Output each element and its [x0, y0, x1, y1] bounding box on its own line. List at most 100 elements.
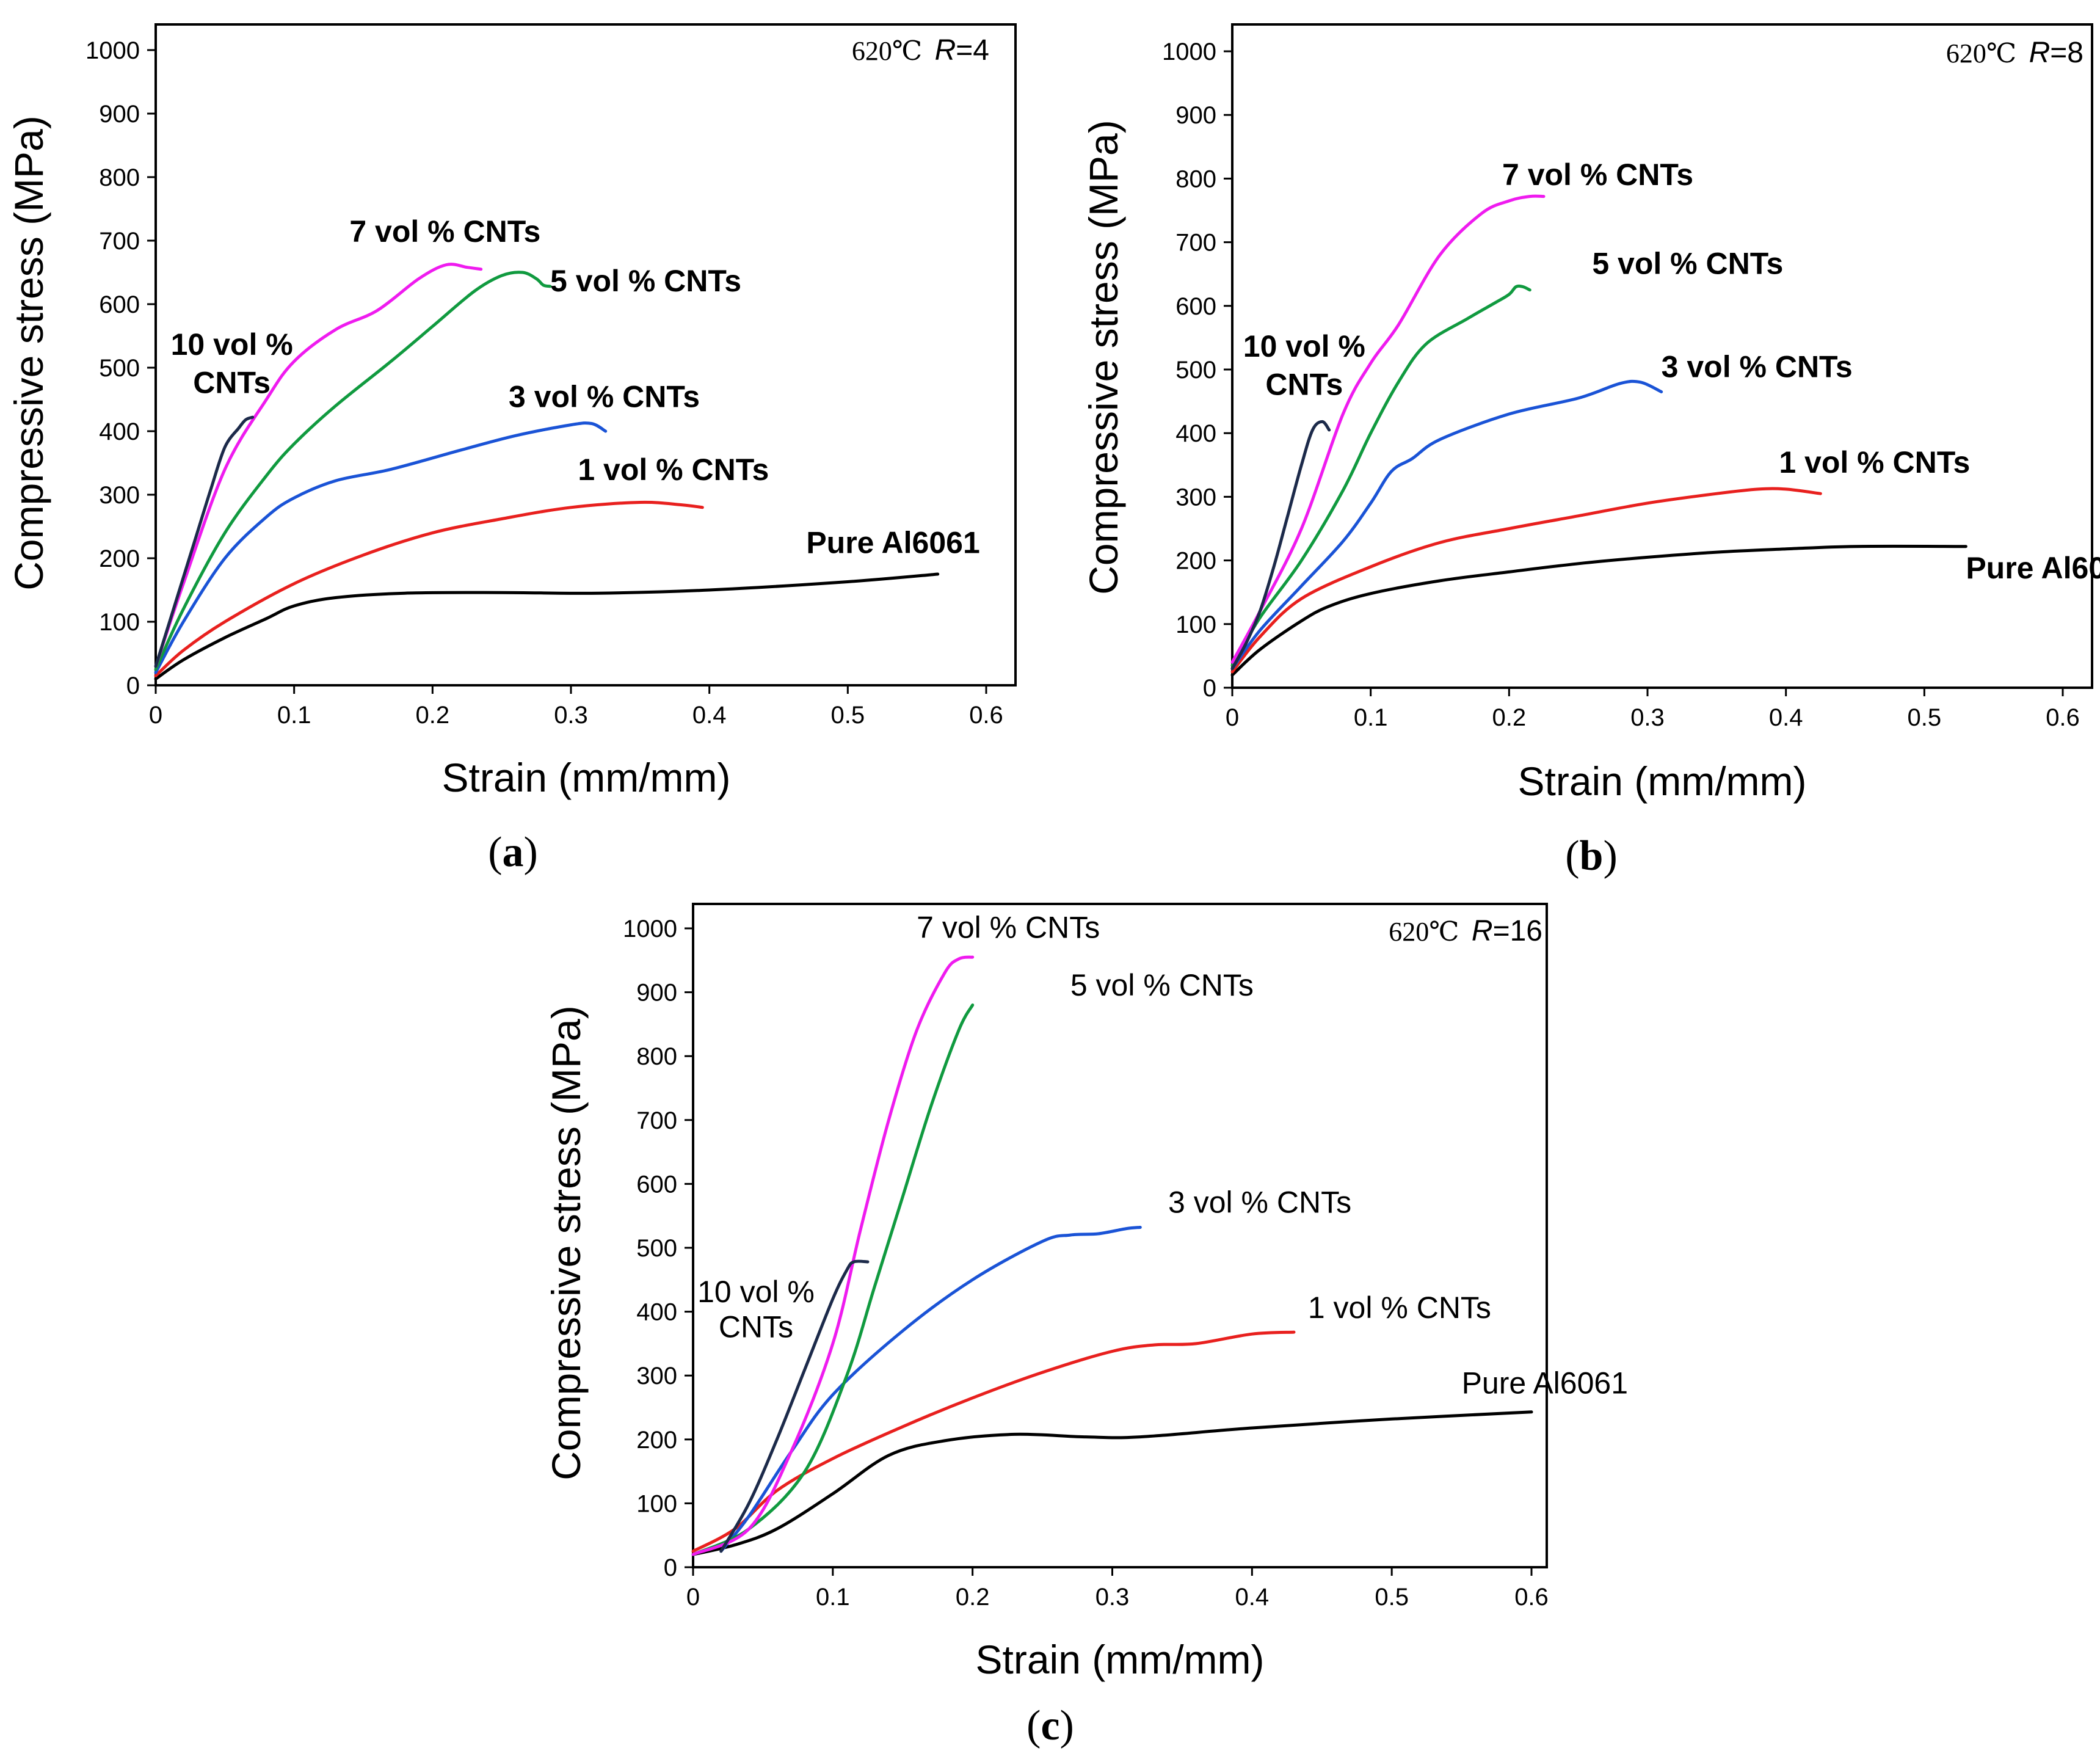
y-tick-label: 300 [1175, 484, 1216, 511]
series-line-7-vol-cnts [154, 263, 483, 668]
x-axis-title: Strain (mm/mm) [1518, 759, 1807, 804]
x-tick-label: 0 [686, 1584, 700, 1611]
panel-c: 0 0.1 0.2 0.3 0.4 0.5 0.6 0 100 200 300 400 500 600 7… [543, 903, 1628, 1749]
y-tick-label: 500 [99, 355, 140, 382]
y-tick-label: 400 [99, 418, 140, 445]
y-tick-label: 300 [636, 1363, 677, 1389]
series-line-3-vol-cnts [154, 421, 608, 674]
ratio-value: =4 [956, 34, 989, 67]
series-label-10-vol-line2: CNTs [1265, 368, 1343, 402]
y-tick-label: 900 [1175, 102, 1216, 129]
x-tick-label: 0.5 [1908, 704, 1942, 731]
y-tick-label: 600 [1175, 293, 1216, 320]
x-tick-label: 0.3 [554, 702, 588, 729]
temperature-label: 620℃ [852, 36, 922, 66]
y-tick-label: 1000 [623, 916, 677, 942]
y-tick-label: 700 [1175, 230, 1216, 257]
series-label-10-vol: 10 vol % [697, 1275, 815, 1309]
y-tick-label: 200 [99, 545, 140, 572]
x-axis: 0 0.1 0.2 0.3 0.4 0.5 0.6 [686, 1567, 1549, 1611]
series-label-1-vol-cnts: 1 vol % CNTs [1779, 445, 1970, 479]
series-line-10-vol [154, 415, 255, 668]
panel-label: (b) [1565, 832, 1618, 880]
y-tick-label: 200 [1175, 548, 1216, 575]
y-tick-label: 900 [99, 101, 140, 128]
y-tick-label: 800 [99, 164, 140, 191]
x-tick-label: 0.2 [416, 702, 450, 729]
series-layer: Pure Al6061 1 vol % CNTs 3 vol % CNTs 5 vol… [691, 911, 1628, 1556]
y-tick-label: 900 [636, 980, 677, 1007]
x-axis-title: Strain (mm/mm) [976, 1637, 1265, 1682]
temperature-label: 620℃ [1389, 917, 1459, 947]
ratio-value: =16 [1493, 915, 1542, 947]
series-label-10-vol: 10 vol % [171, 327, 293, 362]
y-tick-label: 1000 [1162, 38, 1216, 65]
y-tick-label: 400 [636, 1299, 677, 1326]
series-line-7-vol-cnts [1230, 194, 1546, 664]
y-tick-label: 300 [99, 482, 140, 509]
series-line-pure-al6061 [691, 1410, 1533, 1556]
condition-label: 620℃ R=16 [1389, 915, 1542, 947]
series-line-pure-al6061 [154, 572, 940, 681]
series-label-1-vol-cnts: 1 vol % CNTs [578, 453, 769, 487]
y-tick-label: 200 [636, 1427, 677, 1454]
y-tick-label: 700 [99, 228, 140, 255]
series-line-10-vol [1230, 420, 1331, 671]
temperature-label: 620℃ [1946, 38, 2016, 68]
x-tick-label: 0.5 [831, 702, 865, 729]
x-tick-label: 0 [1226, 704, 1239, 731]
series-label-pure-al6061: Pure Al6061 [1966, 551, 2100, 585]
series-line-1-vol-cnts [1230, 487, 1822, 674]
y-tick-label: 500 [1175, 357, 1216, 384]
panel-b: 0 0.1 0.2 0.3 0.4 0.5 0.6 0 100 200 300 400 500 600 7… [1081, 23, 2100, 880]
y-tick-label: 500 [636, 1235, 677, 1262]
y-tick-label: 400 [1175, 420, 1216, 447]
y-tick-label: 800 [636, 1043, 677, 1070]
series-line-1-vol-cnts [691, 1330, 1296, 1553]
y-axis: 0 100 200 300 400 500 600 700 800 900 1000 [623, 916, 693, 1581]
series-line-5-vol-cnts [1230, 284, 1531, 667]
x-tick-label: 0 [149, 702, 162, 729]
y-tick-label: 0 [126, 672, 140, 699]
ratio-symbol: R [2029, 37, 2051, 69]
panel-label: (a) [488, 829, 538, 876]
condition-label: 620℃ R=8 [1946, 37, 2084, 69]
panel-label: (c) [1026, 1702, 1074, 1749]
series-label-7-vol-cnts: 7 vol % CNTs [1502, 158, 1693, 192]
y-axis-title: Compressive stress (MPa) [1081, 120, 1126, 594]
series-line-5-vol-cnts [691, 1003, 975, 1556]
series-label-pure-al6061: Pure Al6061 [806, 526, 979, 560]
x-axis-title: Strain (mm/mm) [442, 755, 731, 800]
x-tick-label: 0.3 [1630, 704, 1665, 731]
x-tick-label: 0.1 [277, 702, 311, 729]
x-tick-label: 0.1 [1354, 704, 1388, 731]
x-axis: 0 0.1 0.2 0.3 0.4 0.5 0.6 [1226, 688, 2080, 731]
ratio-symbol: R [935, 34, 956, 67]
series-label-5-vol-cnts: 5 vol % CNTs [550, 264, 741, 298]
series-label-7-vol-cnts: 7 vol % CNTs [917, 911, 1100, 945]
plot-frame [692, 903, 1548, 1568]
y-axis: 0 100 200 300 400 500 600 700 800 900 1000 [1162, 38, 1232, 702]
y-tick-label: 600 [99, 291, 140, 318]
ratio-value: =8 [2050, 37, 2084, 69]
y-tick-label: 0 [1203, 675, 1216, 702]
series-label-5-vol-cnts: 5 vol % CNTs [1070, 968, 1254, 1002]
y-tick-label: 100 [99, 609, 140, 636]
plot-frame [1231, 23, 2093, 689]
y-axis-title: Compressive stress (MPa) [543, 1005, 589, 1480]
series-label-10-vol: 10 vol % [1243, 329, 1365, 363]
condition-label: 620℃ R=4 [852, 34, 989, 67]
series-label-1-vol-cnts: 1 vol % CNTs [1308, 1291, 1491, 1325]
panel-a: 0 0.1 0.2 0.3 0.4 0.5 0.6 0 100 200 300 400 500 600 7… [6, 23, 1017, 876]
series-layer: Pure Al6061 1 vol % CNTs 3 vol % CNTs 5 vol… [154, 214, 980, 681]
x-tick-label: 0.5 [1375, 1584, 1409, 1611]
series-label-3-vol-cnts: 3 vol % CNTs [509, 379, 700, 413]
series-line-3-vol-cnts [719, 1226, 1142, 1553]
y-tick-label: 600 [636, 1171, 677, 1198]
series-label-pure-al6061: Pure Al6061 [1462, 1366, 1628, 1400]
y-tick-label: 700 [636, 1107, 677, 1134]
ratio-symbol: R [1472, 915, 1493, 947]
y-tick-label: 100 [636, 1490, 677, 1517]
y-tick-label: 100 [1175, 611, 1216, 638]
